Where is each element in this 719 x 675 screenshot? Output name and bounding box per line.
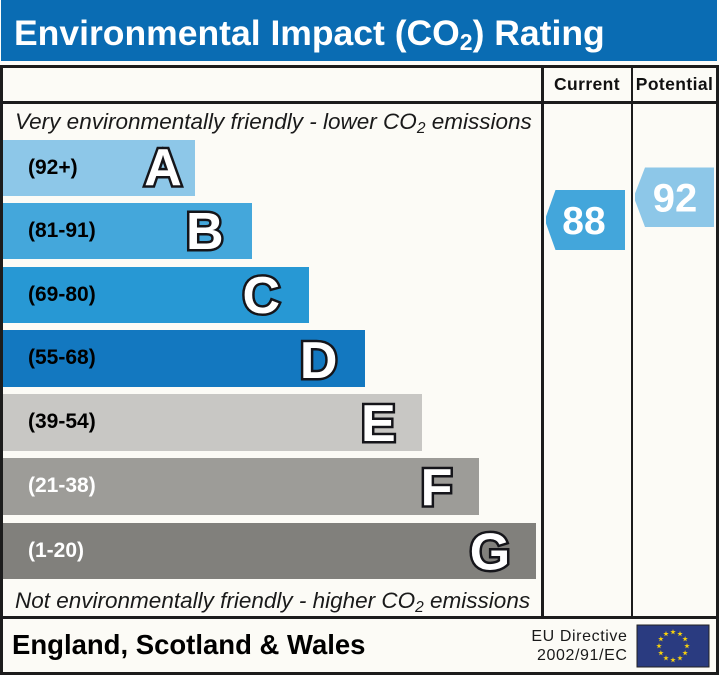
svg-text:D: D <box>300 332 338 390</box>
svg-text:A: A <box>144 139 182 197</box>
svg-text:E: E <box>361 395 396 453</box>
svg-text:B: B <box>186 203 224 261</box>
svg-text:C: C <box>243 267 281 325</box>
svg-text:88: 88 <box>562 200 605 243</box>
svg-text:G: G <box>470 523 510 581</box>
svg-text:92: 92 <box>653 176 698 220</box>
svg-text:F: F <box>421 459 453 517</box>
